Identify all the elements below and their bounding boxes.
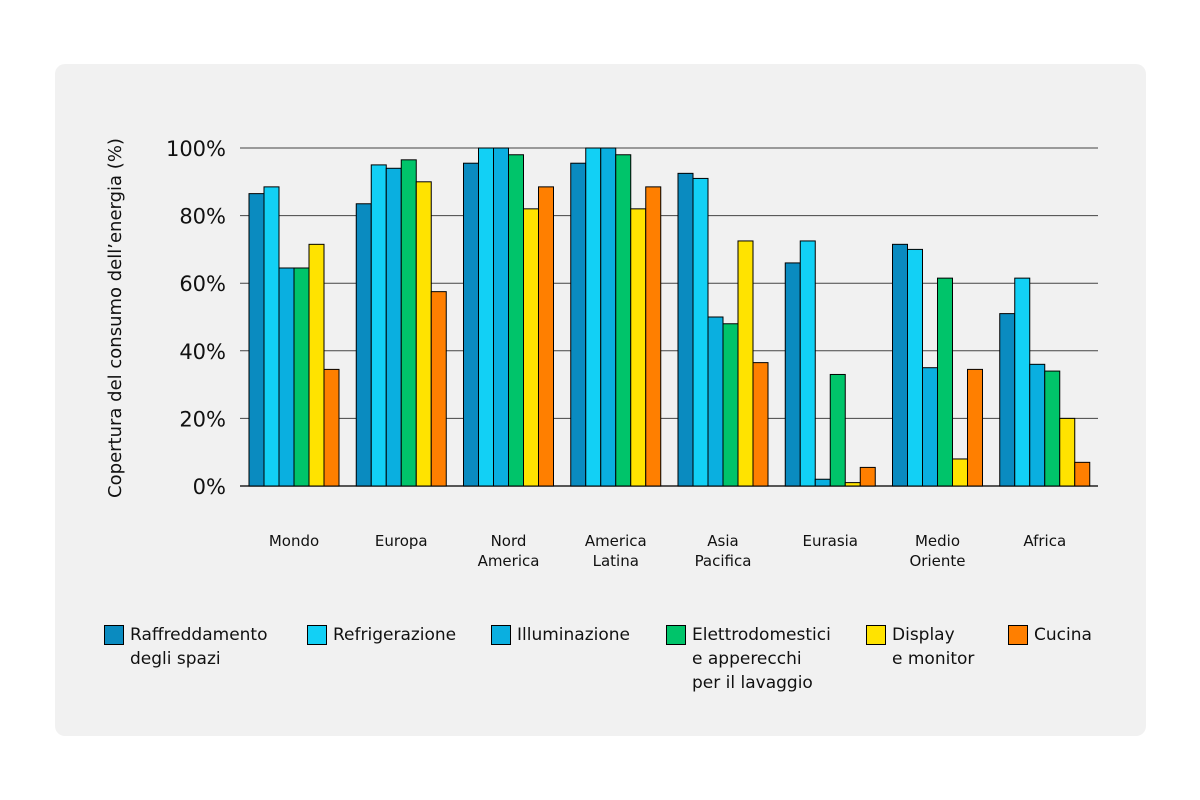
x-tick-labels: Mondo Europa Nord America America Latina Asia P… (269, 532, 1066, 570)
x-tick-label: Eurasia (802, 532, 858, 550)
bar (752, 362, 769, 487)
bar (600, 147, 617, 487)
bar (570, 162, 587, 487)
bar (400, 159, 417, 487)
legend-item: Display e monitor (866, 623, 974, 671)
y-tick-label: 20% (179, 407, 226, 431)
legend-swatch (666, 625, 686, 645)
y-tick-label: 100% (166, 137, 226, 161)
x-tick-label: Europa (375, 532, 428, 550)
bar (585, 147, 602, 487)
bar (308, 243, 325, 487)
bar (415, 181, 432, 487)
bar (478, 147, 494, 487)
y-tick-label: 60% (179, 272, 226, 296)
y-axis-label: Copertura del consumo dell’energia (%) (105, 138, 126, 498)
bar (799, 240, 816, 487)
legend-swatch (104, 625, 124, 645)
bar (370, 164, 387, 487)
bar (937, 277, 953, 487)
bar (523, 208, 539, 487)
bar (430, 291, 447, 487)
bar (814, 478, 831, 487)
legend-label: Display e monitor (892, 625, 975, 669)
bar (907, 248, 923, 487)
bar (385, 167, 402, 487)
legend-item: Refrigerazione (307, 623, 456, 647)
legend-swatch (866, 625, 886, 645)
y-tick-labels: 0% 20% 40% 60% 80% 100% (166, 137, 226, 499)
legend-label: Illuminazione (517, 625, 630, 645)
bar (508, 154, 524, 487)
bar (737, 240, 754, 487)
y-tick-label: 40% (179, 340, 226, 364)
legend-swatch (491, 625, 511, 645)
bar (630, 208, 647, 487)
bar (967, 368, 983, 487)
bar (692, 177, 709, 487)
legend-label: Cucina (1034, 625, 1092, 645)
bar (1044, 370, 1061, 487)
x-tick-label: Asia Pacifica (695, 532, 752, 570)
bars (248, 147, 1091, 487)
bar (355, 203, 372, 487)
bar (784, 262, 801, 487)
y-tick-label: 0% (193, 475, 226, 499)
x-tick-label: Nord America (478, 532, 540, 570)
legend-label: Refrigerazione (333, 625, 457, 645)
bar (1059, 417, 1076, 487)
bar (859, 466, 876, 487)
legend-label: Raffreddamento degli spazi (130, 625, 268, 669)
bar (1074, 461, 1091, 487)
bar (999, 313, 1016, 487)
bar (1029, 363, 1046, 487)
legend-swatch (307, 625, 327, 645)
bar (645, 186, 662, 487)
bar (263, 186, 280, 487)
x-tick-label: America Latina (585, 532, 647, 570)
bar (278, 267, 295, 487)
bar (493, 147, 509, 487)
y-tick-label: 80% (179, 205, 226, 229)
bar (538, 186, 554, 487)
bar (844, 482, 861, 487)
legend-swatch (1008, 625, 1028, 645)
legend-item: Elettrodomestici e apperecchi per il lav… (666, 623, 831, 695)
bar (463, 162, 479, 487)
legend-item: Illuminazione (491, 623, 630, 647)
x-tick-label: Africa (1023, 532, 1066, 550)
legend-item: Raffreddamento degli spazi (104, 623, 268, 671)
legend-label: Elettrodomestici e apperecchi per il lav… (692, 625, 831, 693)
bar (952, 458, 968, 487)
bar (722, 323, 739, 487)
bar (323, 368, 340, 487)
bar (922, 367, 938, 487)
x-tick-label: Mondo (269, 532, 319, 550)
bar (677, 172, 694, 487)
bar (707, 316, 724, 487)
x-tick-label: Medio Oriente (910, 532, 966, 570)
bar (615, 154, 632, 487)
legend-item: Cucina (1008, 623, 1092, 647)
bar (248, 193, 265, 487)
bar (892, 243, 908, 487)
bar (1014, 277, 1031, 487)
bar (293, 267, 310, 487)
bar (829, 373, 846, 487)
